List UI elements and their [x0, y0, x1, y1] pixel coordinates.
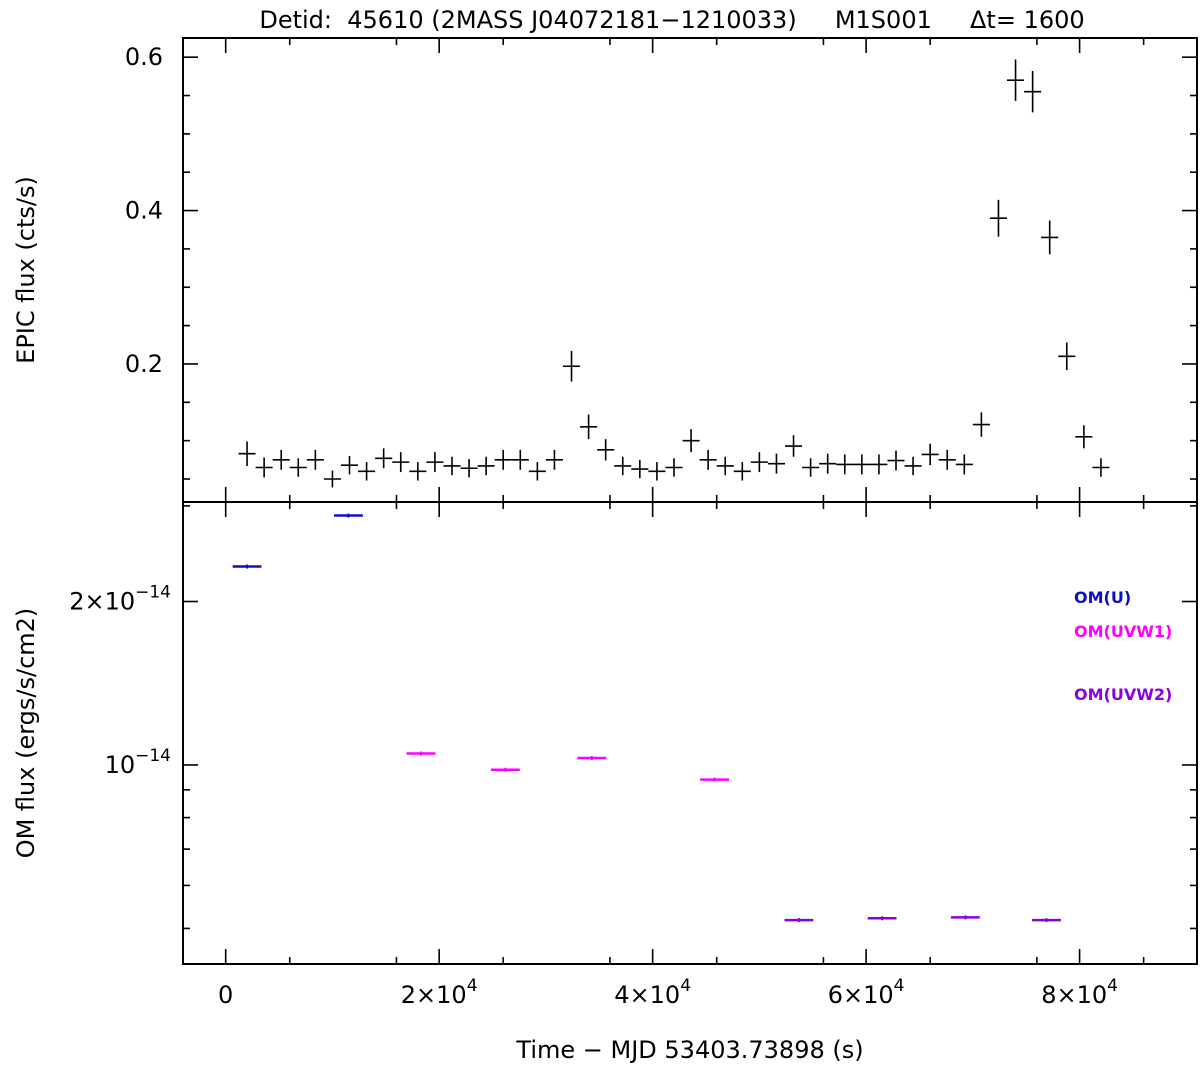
epic-data-point: [614, 456, 632, 476]
epic-data-point: [1058, 342, 1076, 371]
epic-data-point: [938, 449, 956, 470]
epic-data-point: [802, 458, 820, 477]
epic-data-point: [989, 199, 1008, 237]
om-panel-frame: [182, 501, 1198, 965]
epic-data-point: [477, 456, 495, 476]
epic-data-point: [528, 462, 546, 481]
epic-data-point: [1092, 458, 1110, 477]
epic-data-point: [904, 456, 922, 476]
epic-data-point: [289, 458, 307, 477]
epic-data-point: [1007, 59, 1025, 101]
epic-data-point: [1024, 70, 1042, 113]
epic-y-tick-label: 0.4: [125, 197, 163, 225]
om-data-point: [232, 564, 262, 569]
epic-data-point: [272, 449, 290, 470]
epic-data-point: [597, 439, 615, 461]
epic-data-point: [750, 452, 768, 473]
epic-y-axis-label: EPIC flux (cts/s): [12, 176, 40, 364]
om-panel: 10−14 2×10−14 0 2×104 4×104 6×104 8×104 OM(U)…: [12, 38, 1198, 1064]
legend-entry: OM(UVW2): [1074, 685, 1172, 704]
epic-data-point: [716, 456, 734, 476]
epic-data-point: [682, 429, 700, 453]
epic-data-point: [972, 412, 990, 437]
x-tick-label: 8×104: [1041, 976, 1118, 1009]
epic-data-point: [1075, 425, 1093, 449]
time-x-axis-label: Time − MJD 53403.73898 (s): [515, 1036, 863, 1064]
epic-data-point: [511, 449, 529, 470]
om-data-point: [490, 767, 520, 772]
time-x-axis: 0 2×104 4×104 6×104 8×104: [182, 38, 1145, 1009]
epic-data-points: [238, 59, 1110, 488]
om-legend: OM(U) OM(UVW1) OM(UVW2): [1074, 588, 1172, 704]
om-data-point: [700, 777, 729, 782]
om-data-point: [784, 918, 814, 923]
epic-data-point: [1041, 220, 1059, 255]
om-y-axis: 10−14 2×10−14: [69, 505, 1197, 930]
om-data-point: [406, 751, 436, 756]
epic-data-point: [238, 441, 256, 466]
epic-data-point: [921, 443, 939, 466]
om-y-tick-label: 2×10−14: [69, 583, 171, 616]
epic-y-tick-label: 0.2: [125, 350, 163, 378]
epic-data-point: [733, 462, 751, 481]
epic-data-point: [545, 449, 563, 470]
epic-data-point: [340, 455, 359, 475]
epic-data-point: [409, 462, 427, 481]
epic-data-point: [392, 452, 410, 473]
epic-data-point: [306, 449, 324, 470]
om-data-point: [577, 756, 607, 761]
om-y-tick-label: 10−14: [105, 746, 171, 779]
om-data-points: [232, 513, 1061, 923]
epic-data-point: [358, 462, 376, 481]
om-y-axis-label: OM flux (ergs/s/cm2): [12, 608, 40, 859]
legend-entry: OM(U): [1074, 588, 1131, 607]
epic-data-point: [426, 452, 444, 473]
epic-data-point: [836, 454, 854, 475]
epic-panel-frame: [182, 37, 1198, 503]
x-tick-label: 4×104: [614, 976, 691, 1009]
om-data-point: [334, 513, 363, 518]
legend-entry: OM(UVW1): [1074, 622, 1172, 641]
epic-data-point: [887, 450, 905, 471]
epic-data-point: [580, 414, 598, 440]
epic-data-point: [853, 454, 871, 475]
x-tick-label: 0: [218, 981, 233, 1009]
epic-data-point: [323, 470, 341, 488]
epic-y-axis: 0.2 0.4 0.6: [125, 43, 1197, 480]
om-data-point: [950, 915, 980, 920]
epic-data-point: [562, 350, 581, 382]
epic-data-point: [699, 449, 717, 470]
epic-data-point: [648, 462, 666, 481]
epic-data-point: [870, 454, 888, 475]
epic-data-point: [255, 457, 273, 478]
epic-y-tick-label: 0.6: [125, 43, 163, 71]
epic-data-point: [767, 453, 785, 474]
epic-data-point: [631, 459, 649, 479]
figure-title: Detid: 45610 (2MASS J04072181−1210033) M…: [259, 6, 1084, 34]
epic-data-point: [784, 435, 803, 457]
om-data-point: [1032, 918, 1061, 923]
x-tick-label: 6×104: [828, 976, 905, 1009]
epic-data-point: [665, 458, 683, 477]
epic-data-point: [460, 459, 478, 478]
epic-data-point: [955, 454, 973, 475]
epic-panel: 0.2 0.4 0.6 EPIC flux (cts/s): [12, 37, 1198, 503]
x-tick-label: 2×104: [401, 976, 478, 1009]
epic-data-point: [819, 453, 837, 474]
epic-data-point: [494, 449, 512, 470]
epic-data-point: [443, 456, 461, 476]
epic-data-point: [375, 448, 393, 469]
om-data-point: [867, 916, 897, 921]
